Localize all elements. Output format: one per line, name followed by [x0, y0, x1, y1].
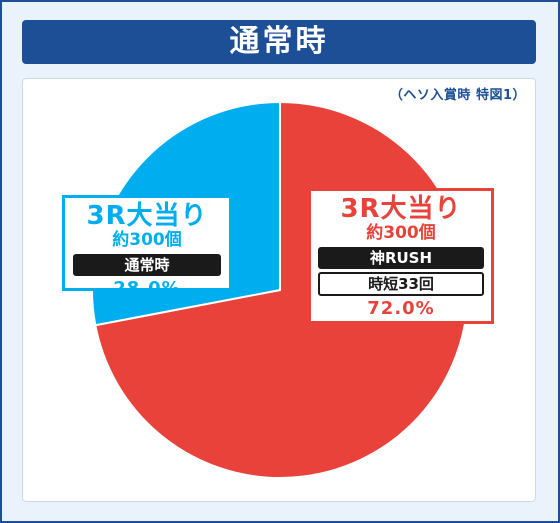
label-normal-percent: 28.0% [113, 278, 181, 299]
label-rush-mode-tag: 神RUSH [318, 247, 484, 269]
label-rush-result: 3R大当り 約300個 神RUSH 時短33回 72.0% [308, 188, 494, 324]
label-rush-jitan-tag: 時短33回 [318, 272, 484, 296]
label-rush-percent: 72.0% [367, 298, 435, 319]
page-title: 通常時 [22, 20, 536, 64]
condition-note: （ヘソ入賞時 特図1） [389, 88, 526, 103]
label-normal-mode-tag: 通常時 [73, 254, 221, 276]
label-rush-payout: 約300個 [366, 223, 436, 243]
label-normal-payout: 約300個 [112, 230, 182, 250]
label-normal-result: 3R大当り 約300個 通常時 28.0% [62, 195, 232, 299]
label-normal-title: 3R大当り [86, 201, 208, 231]
label-rush-title: 3R大当り [340, 194, 462, 224]
